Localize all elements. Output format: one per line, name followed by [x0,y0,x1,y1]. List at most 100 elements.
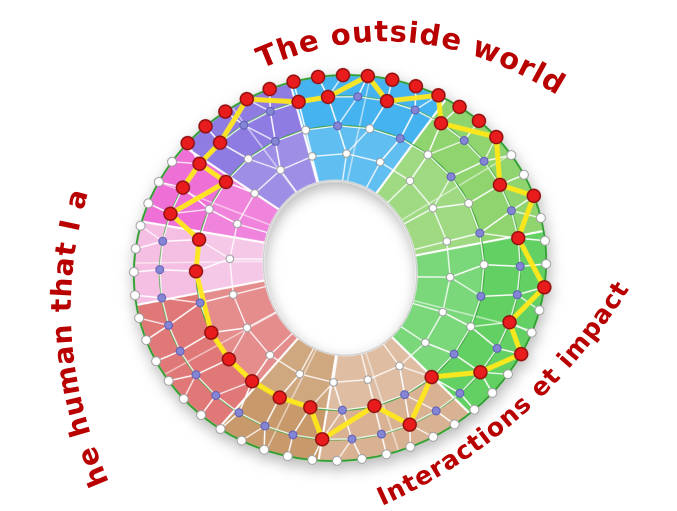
node-red [473,364,488,380]
mesh-line [427,139,465,156]
node-white [225,254,235,264]
node-red [244,373,260,389]
node-white [242,323,252,333]
mesh-line [274,141,282,171]
mesh-line [432,176,452,209]
node-red [433,116,449,131]
node-purple [211,390,221,400]
node-white [464,198,474,208]
node-red [492,177,508,193]
node-white [215,424,226,435]
node-purple [506,206,516,216]
node-red [510,230,526,246]
node-red [262,81,277,97]
spoke-line [246,311,277,329]
node-purple [376,429,386,439]
label-human-that-i-am-text: The human that I am [0,0,117,495]
node-red [191,232,207,247]
node-red [408,78,424,94]
node-red [513,346,529,362]
node-purple [512,290,522,300]
node-purple [431,406,441,416]
spoke-line [237,223,269,234]
node-white [141,335,152,346]
inner-highlight-band [198,127,482,409]
node-red [537,279,552,295]
mesh-line [138,317,169,326]
node-white [365,124,375,134]
spoke-line [411,302,443,313]
node-purple [455,388,465,398]
node-red [221,351,237,367]
node-white [128,267,139,278]
mesh-line [449,264,485,278]
node-white [265,350,275,360]
node-white [518,169,529,180]
node-purple [476,291,486,301]
node-red [431,88,446,103]
spoke-line [360,353,369,380]
node-red [379,93,395,109]
node-white [329,378,338,387]
mesh-line [168,302,201,326]
mesh-line [450,160,485,178]
spoke-line [413,240,447,251]
spoke-line [269,332,294,356]
node-red [291,94,306,110]
mesh-line [425,342,455,355]
mesh-line [409,154,429,182]
node-purple [449,349,459,359]
node-red [402,417,417,432]
node-white [134,313,145,324]
spoke-line [233,285,267,296]
node-white [342,149,351,158]
spoke-line [299,347,315,375]
node-red [192,156,207,172]
node-white [428,203,438,213]
node-white [151,356,162,367]
node-white [541,258,552,269]
node-white [502,369,513,380]
node-white [236,435,247,446]
node-red [188,264,204,279]
mesh-line [269,111,277,142]
node-white [449,419,460,430]
node-purple [270,136,280,146]
node-red [314,432,330,447]
spoke-line [382,343,400,367]
node-white [232,219,242,229]
mesh-line [442,311,472,328]
node-white [130,290,141,301]
node-white [163,375,174,386]
spoke-line [403,207,434,225]
node-purple [492,343,502,353]
node-red [286,74,301,89]
node-red [335,67,351,83]
node-white [466,322,476,332]
node-white [204,204,214,214]
node-red [320,89,336,105]
donut-diagram [128,67,552,466]
spoke-line [341,153,348,182]
spoke-line [365,161,381,189]
node-white [130,243,141,254]
node-red [218,174,234,190]
node-red [384,72,400,88]
node-white [363,375,373,384]
mesh-line [304,129,313,157]
node-white [295,369,305,379]
node-purple [475,228,485,238]
node-purple [347,434,357,444]
node-white [428,431,439,442]
hole-edge [262,179,418,357]
mesh-line [449,276,482,297]
node-purple [175,346,185,356]
mesh-line [336,125,348,154]
node-red [424,369,439,385]
node-white [405,441,416,452]
node-white [178,393,189,404]
node-white [143,198,154,209]
node-white [332,455,343,466]
node-white [469,404,480,415]
